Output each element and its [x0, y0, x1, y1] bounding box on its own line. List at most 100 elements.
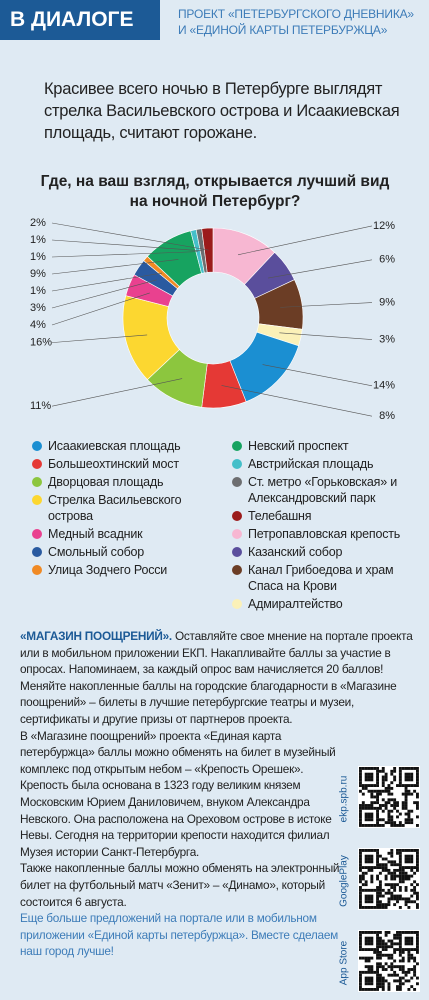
qr-module: [387, 988, 391, 991]
legend-item: Улица Зодчего Росси: [32, 562, 222, 578]
qr-module: [373, 824, 377, 827]
qr-module: [393, 897, 397, 901]
qr-module: [384, 868, 388, 872]
qr-module: [364, 959, 368, 963]
qr-module: [413, 968, 417, 971]
qr-module: [359, 936, 362, 940]
qr-module: [401, 792, 405, 796]
qr-module: [384, 906, 388, 909]
qr-module: [407, 818, 411, 822]
qr-module: [376, 976, 379, 980]
qr-code[interactable]: ekp.spb.ru: [339, 764, 422, 834]
qr-module: [367, 860, 371, 864]
qr-module: [416, 866, 419, 869]
qr-module: [373, 789, 377, 793]
qr-module: [396, 985, 399, 989]
qr-module: [359, 931, 362, 934]
qr-module: [378, 880, 382, 884]
qr-module: [396, 894, 399, 898]
qr-module: [376, 854, 379, 858]
qr-module: [367, 936, 371, 940]
qr-module: [376, 818, 379, 822]
qr-module: [396, 900, 399, 904]
qr-module: [404, 939, 408, 943]
qr-module: [398, 877, 402, 881]
qr-module: [384, 775, 388, 779]
qr-module: [361, 784, 365, 787]
leader-line: [262, 364, 373, 387]
qr-module: [398, 933, 402, 937]
qr-module: [373, 801, 377, 805]
qr-module: [364, 786, 368, 790]
qr-module: [359, 985, 362, 989]
qr-module: [416, 936, 419, 940]
legend-label: Невский проспект: [248, 439, 349, 453]
qr-module: [413, 789, 417, 793]
qr-module: [364, 866, 368, 869]
qr-module: [378, 965, 382, 969]
qr-module: [407, 939, 411, 943]
qr-module: [404, 903, 408, 907]
qr-module: [359, 894, 362, 898]
qr-module: [398, 874, 402, 878]
qr-module: [376, 968, 379, 971]
qr-module: [359, 851, 362, 855]
qr-module: [398, 959, 402, 963]
qr-module: [393, 868, 397, 872]
qr-module: [378, 871, 382, 875]
promo-text: Оставляйте свое мнение на портале проект…: [20, 629, 413, 677]
legend-label: Канал Грибоедова и храм Спаса на Крови: [248, 563, 394, 593]
qr-module: [390, 942, 394, 946]
qr-module: [384, 866, 388, 869]
legend-column: Невский проспект Австрийская площадь Ст. м…: [232, 438, 422, 614]
qr-module: [384, 933, 388, 937]
qr-module: [387, 888, 391, 892]
qr-module: [416, 891, 419, 895]
qr-module: [381, 945, 385, 949]
qr-module: [390, 818, 394, 822]
qr-code[interactable]: App Store: [339, 928, 422, 998]
qr-module: [407, 950, 411, 954]
qr-module: [401, 950, 405, 954]
qr-module: [376, 789, 379, 793]
qr-module: [387, 900, 391, 904]
qr-module: [378, 824, 382, 827]
qr-module: [416, 939, 419, 943]
qr-module: [361, 849, 365, 852]
qr-module: [390, 809, 394, 813]
qr-code[interactable]: GooglePlay: [339, 846, 422, 916]
qr-module: [370, 857, 374, 861]
qr-module: [359, 979, 362, 983]
qr-module: [390, 769, 394, 773]
qr-module: [376, 970, 379, 974]
qr-module: [396, 897, 399, 901]
legend-label: Стрелка Васильевского острова: [48, 493, 182, 523]
qr-module: [376, 903, 379, 907]
qr-module: [359, 906, 362, 909]
qr-module: [364, 936, 368, 940]
qr-module: [384, 979, 388, 983]
legend-item: Канал Грибоедова и храм Спаса на Крови: [232, 562, 422, 594]
qr-module: [404, 900, 408, 904]
qr-module: [367, 956, 371, 960]
qr-module: [387, 786, 391, 790]
qr-module: [364, 965, 368, 969]
qr-module: [416, 976, 419, 980]
qr-module: [370, 897, 374, 901]
legend-swatch: [32, 495, 42, 505]
qr-module: [359, 863, 362, 867]
qr-module: [396, 933, 399, 937]
qr-module: [413, 801, 417, 805]
qr-module: [367, 778, 371, 782]
leader-line: [267, 259, 373, 279]
legend-label: Исаакиевская площадь: [48, 439, 181, 453]
qr-module: [404, 874, 408, 878]
qr-module: [398, 851, 402, 855]
promo: «МАГАЗИН ПООЩРЕНИЙ». Оставляйте свое мне…: [20, 628, 420, 960]
qr-module: [359, 812, 362, 816]
qr-module: [407, 968, 411, 971]
qr-module: [376, 849, 379, 852]
qr-module: [413, 959, 417, 963]
qr-module: [367, 959, 371, 963]
qr-module: [393, 877, 397, 881]
